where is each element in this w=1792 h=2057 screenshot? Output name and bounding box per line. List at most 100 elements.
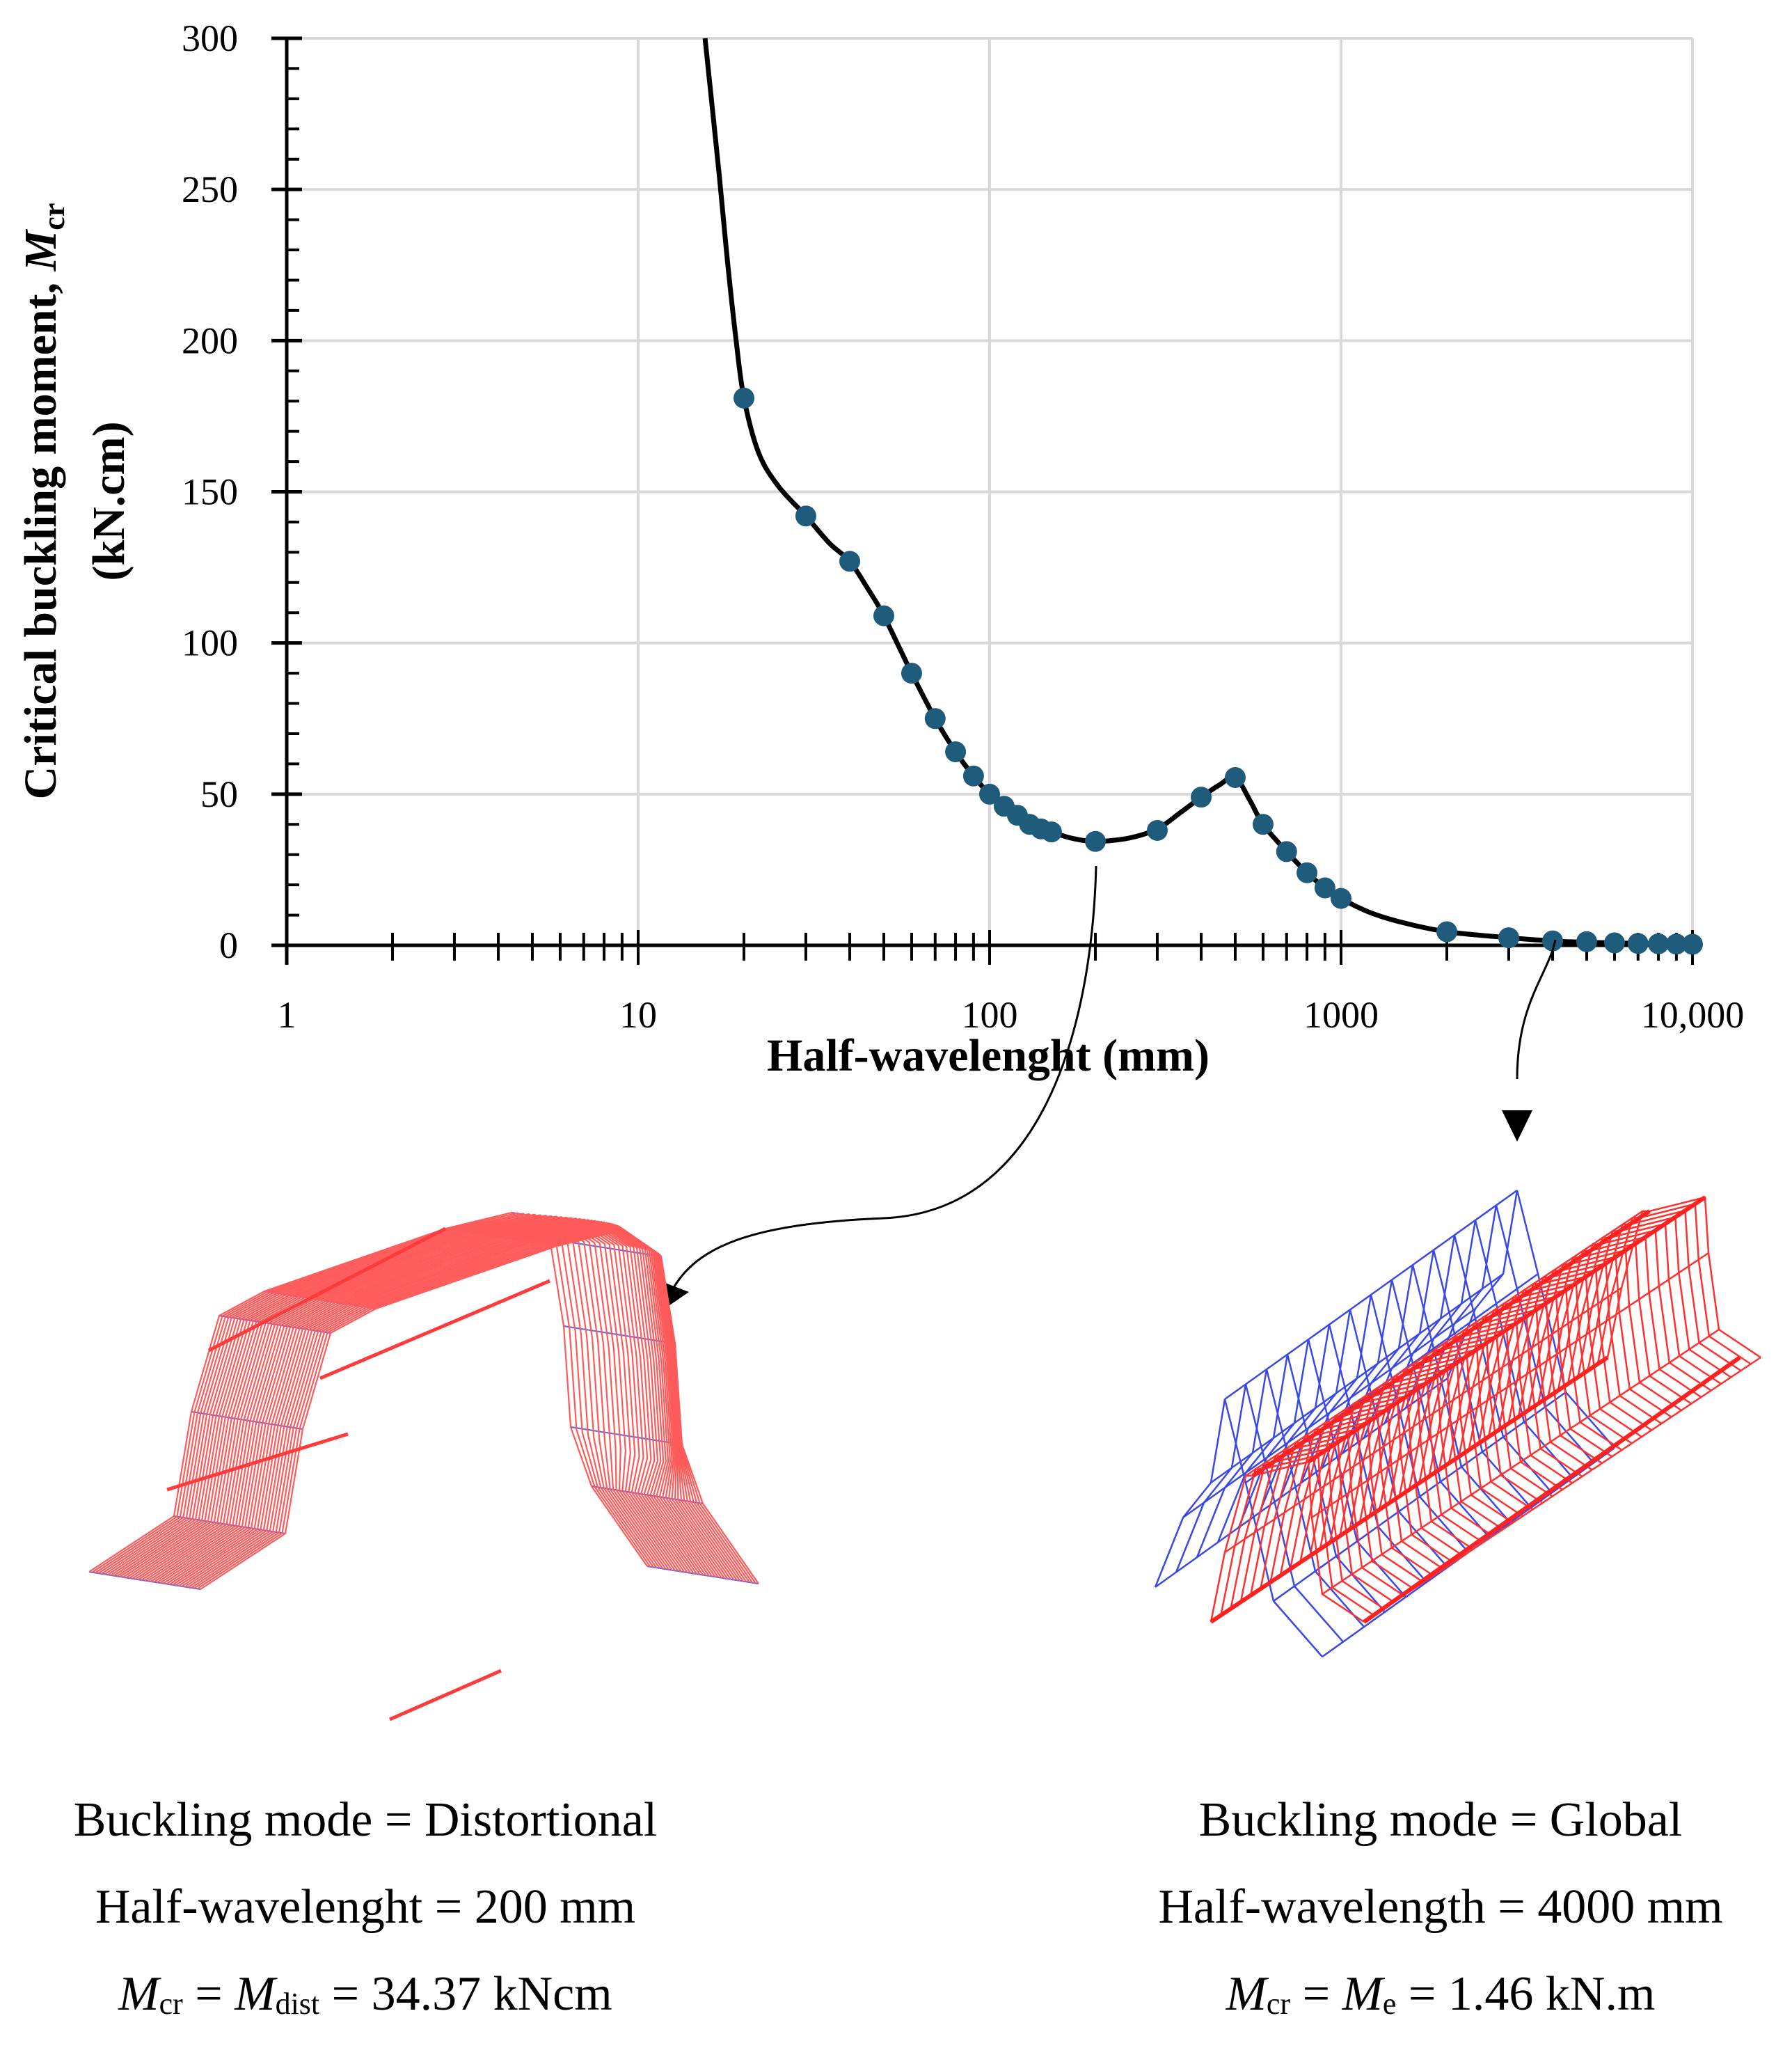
- distortional-profile-line: [97, 1213, 658, 1575]
- y-tick-label: 250: [182, 168, 238, 210]
- x-axis-title: Half-wavelenght (mm): [767, 1030, 1210, 1081]
- data-point: [873, 605, 894, 626]
- distortional-profile-line: [129, 1217, 688, 1579]
- global-undeformed-profile-line: [1154, 1398, 1323, 1657]
- data-point: [1331, 888, 1351, 909]
- distortional-profile-line: [132, 1218, 692, 1579]
- caption-global-moment: Mcr = Me = 1.46 kN.m: [1226, 1967, 1656, 2021]
- series: [702, 38, 1703, 955]
- distortional-profile-line: [144, 1220, 704, 1582]
- y-tick-label: 0: [219, 924, 238, 966]
- distortional-profile-line: [107, 1215, 667, 1576]
- distortional-profile-line: [95, 1213, 654, 1574]
- arrow-to-global: [1516, 939, 1557, 1080]
- x-tick-label: 10,000: [1641, 994, 1745, 1036]
- distortional-profile-line: [159, 1222, 720, 1584]
- distortional-profile-line: [200, 1229, 759, 1590]
- global-profile-line: [1577, 1215, 1731, 1378]
- distortional-profile-line: [163, 1223, 722, 1584]
- global-undeformed-profile-line: [1404, 1220, 1573, 1479]
- global-profile-line: [1587, 1209, 1742, 1372]
- y-tick-label: 300: [182, 17, 238, 59]
- caption-global: Buckling mode = Global Half-wavelength =…: [1058, 1796, 1792, 2057]
- y-tick-label: 150: [182, 471, 238, 513]
- distortional-profile-line: [184, 1227, 744, 1588]
- data-point: [1542, 930, 1564, 952]
- distortional-profile-line: [91, 1212, 651, 1573]
- distortional-profile-line: [101, 1213, 660, 1575]
- x-tick-label: 100: [962, 994, 1018, 1036]
- data-point: [979, 783, 1000, 805]
- arrowhead-global-icon: [1502, 1110, 1532, 1142]
- data-point: [1297, 862, 1318, 883]
- x-tick-label: 10: [619, 994, 657, 1036]
- caption-global-mode: Buckling mode = Global: [1198, 1793, 1683, 1847]
- x-tick-label: 1000: [1303, 994, 1379, 1036]
- data-point: [1603, 932, 1625, 954]
- distortional-profile-line: [166, 1224, 726, 1585]
- distortional-profile-line: [193, 1228, 754, 1589]
- data-point: [1648, 933, 1670, 954]
- distortional-profile-line: [187, 1227, 747, 1589]
- tick-labels: 0 50 100 150 200 250 300 1 10 100 1000 10,000: [182, 17, 1744, 1036]
- distortional-profile-line: [104, 1214, 664, 1575]
- caption-distortional-moment: Mcr = Mdist = 34.37 kNcm: [118, 1967, 612, 2021]
- distortional-profile-line: [196, 1229, 756, 1590]
- y-axis-unit: (kN.cm): [84, 421, 134, 581]
- distortional-edge-lines: [166, 1227, 550, 1721]
- y-tick-label: 50: [200, 773, 238, 815]
- distortional-profile-line: [88, 1211, 648, 1573]
- global-profile-line: [1596, 1202, 1752, 1365]
- distortional-profile-line: [135, 1219, 695, 1580]
- global-undeformed-longitudinal-lines: [1155, 1189, 1615, 1658]
- distortional-profile-line: [150, 1221, 710, 1582]
- distortional-profile-line: [113, 1215, 673, 1577]
- data-point: [1146, 819, 1168, 841]
- x-tick-label: 1: [278, 994, 296, 1036]
- distortional-profile-line: [147, 1221, 707, 1582]
- data-point: [734, 387, 755, 409]
- y-axis-title: Critical buckling moment, Mcr: [15, 203, 71, 800]
- distortional-profile-line: [110, 1215, 670, 1576]
- distortional-profile-line: [181, 1226, 741, 1587]
- data-point: [1040, 821, 1062, 843]
- data-point: [901, 663, 922, 684]
- caption-distortional-wavelength: Half-wavelenght = 200 mm: [95, 1880, 636, 1934]
- data-point: [945, 741, 967, 763]
- data-point: [1252, 814, 1274, 835]
- distortional-profile-line: [116, 1216, 676, 1577]
- global-undeformed-profile-line: [1237, 1339, 1406, 1598]
- data-point: [1085, 830, 1107, 852]
- global-mode-shape: [1154, 1189, 1761, 1658]
- global-undeformed-profile-line: [1342, 1264, 1511, 1523]
- y-tick-label: 200: [182, 320, 238, 361]
- data-point: [1224, 766, 1246, 788]
- distortional-profile-line: [119, 1216, 679, 1577]
- global-edge-lines: [1210, 1195, 1741, 1624]
- annotation-arrows: [660, 865, 1557, 1310]
- distortional-profile-line: [153, 1222, 713, 1583]
- distortional-profile-line: [125, 1217, 685, 1579]
- distortional-profile-line: [168, 1224, 729, 1586]
- distortional-profile-line: [191, 1227, 750, 1589]
- global-undeformed-profile-line: [1300, 1294, 1469, 1553]
- distortional-profile-line: [141, 1220, 701, 1581]
- distortional-profile-line: [175, 1225, 735, 1586]
- distortional-profile-line: [122, 1217, 682, 1578]
- data-point: [1498, 927, 1519, 949]
- arrow-to-distortional: [670, 865, 1097, 1292]
- caption-distortional: Buckling mode = Distortional Half-wavele…: [0, 1796, 748, 2057]
- distortional-profile-line: [157, 1222, 716, 1584]
- data-point: [1627, 933, 1649, 954]
- global-undeformed-profile-line: [1363, 1250, 1532, 1508]
- grid: [287, 37, 1694, 945]
- data-point: [1314, 877, 1335, 899]
- caption-global-wavelength: Half-wavelength = 4000 mm: [1158, 1880, 1723, 1934]
- global-undeformed-profile-line: [1175, 1384, 1344, 1643]
- data-point: [924, 708, 946, 730]
- distortional-profile-line: [172, 1224, 731, 1586]
- data-point: [1436, 921, 1458, 943]
- data-point: [795, 505, 816, 527]
- global-undeformed-profile-line: [1279, 1309, 1448, 1568]
